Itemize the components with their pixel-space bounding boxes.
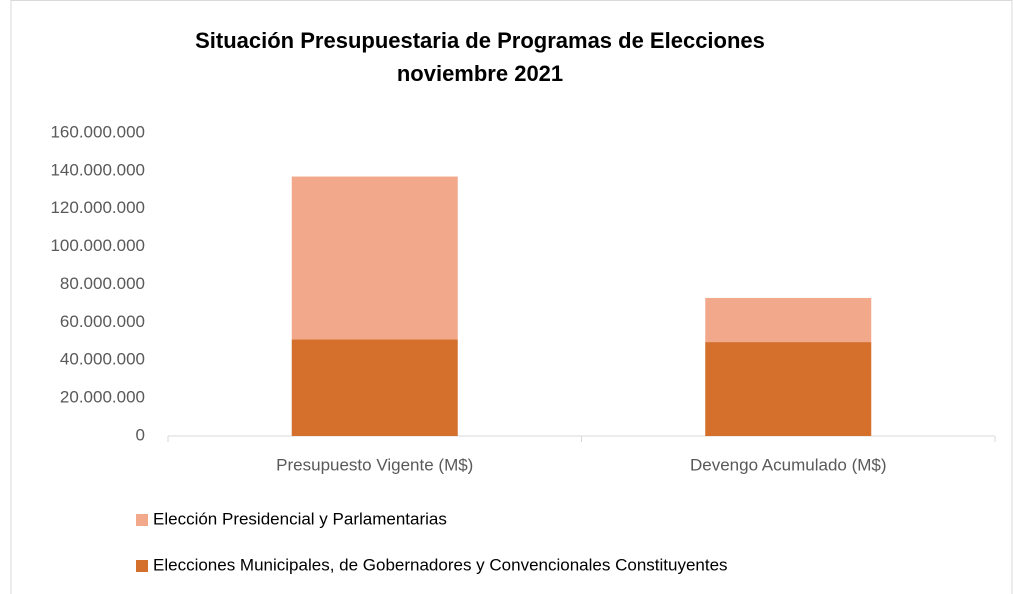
bar-segment [705,297,872,343]
bar-segment [291,339,458,436]
chart-subtitle: noviembre 2021 [397,61,563,86]
bar-segment [705,342,872,436]
legend-swatch [136,514,148,526]
y-tick-label: 80.000.000 [60,274,145,293]
legend-label: Elecciones Municipales, de Gobernadores … [153,555,728,574]
chart-title: Situación Presupuestaria de Programas de… [195,28,765,53]
x-tick-label: Presupuesto Vigente (M$) [276,455,473,474]
y-tick-label: 60.000.000 [60,312,145,331]
y-tick-label: 0 [136,425,145,444]
legend-label: Elección Presidencial y Parlamentarias [153,509,447,528]
y-tick-label: 120.000.000 [50,198,145,217]
x-tick-label: Devengo Acumulado (M$) [690,455,887,474]
bar-segment [291,176,458,340]
y-tick-label: 140.000.000 [50,160,145,179]
y-tick-label: 160.000.000 [50,122,145,141]
legend-swatch [136,560,148,572]
chart-frame [10,0,1013,594]
y-tick-label: 40.000.000 [60,350,145,369]
y-tick-label: 100.000.000 [50,236,145,255]
y-tick-label: 20.000.000 [60,388,145,407]
